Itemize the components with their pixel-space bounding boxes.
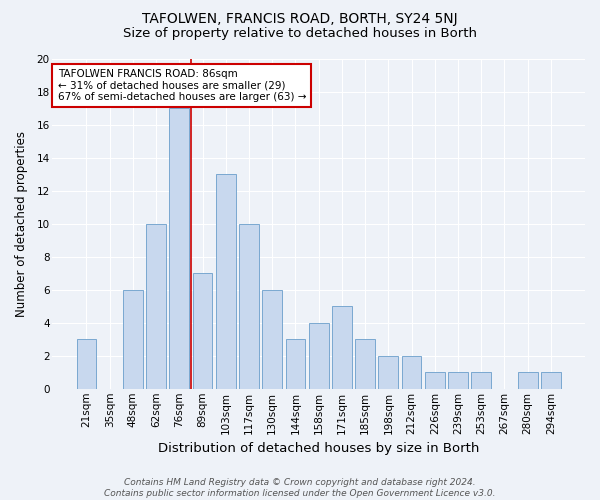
Bar <box>286 340 305 389</box>
Bar <box>355 340 375 389</box>
Bar <box>193 274 212 389</box>
Text: Contains HM Land Registry data © Crown copyright and database right 2024.
Contai: Contains HM Land Registry data © Crown c… <box>104 478 496 498</box>
Bar <box>448 372 468 389</box>
Bar <box>518 372 538 389</box>
Text: TAFOLWEN, FRANCIS ROAD, BORTH, SY24 5NJ: TAFOLWEN, FRANCIS ROAD, BORTH, SY24 5NJ <box>142 12 458 26</box>
Text: TAFOLWEN FRANCIS ROAD: 86sqm
← 31% of detached houses are smaller (29)
67% of se: TAFOLWEN FRANCIS ROAD: 86sqm ← 31% of de… <box>58 69 306 102</box>
Bar <box>262 290 282 389</box>
Bar <box>123 290 143 389</box>
Text: Size of property relative to detached houses in Borth: Size of property relative to detached ho… <box>123 28 477 40</box>
Bar <box>169 108 189 389</box>
Bar <box>379 356 398 389</box>
Bar <box>402 356 421 389</box>
X-axis label: Distribution of detached houses by size in Borth: Distribution of detached houses by size … <box>158 442 479 455</box>
Bar <box>425 372 445 389</box>
Bar <box>472 372 491 389</box>
Bar <box>541 372 561 389</box>
Bar <box>332 306 352 389</box>
Bar <box>216 174 236 389</box>
Bar <box>146 224 166 389</box>
Bar <box>309 323 329 389</box>
Y-axis label: Number of detached properties: Number of detached properties <box>15 131 28 317</box>
Bar <box>239 224 259 389</box>
Bar <box>77 340 97 389</box>
